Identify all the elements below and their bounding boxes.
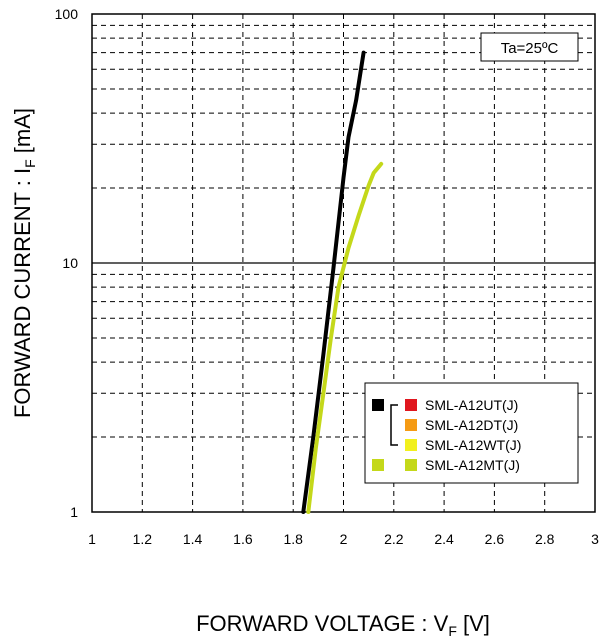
legend-swatch-lime [372,459,384,471]
y-axis-title: FORWARD CURRENT : IF [mA] [10,108,38,418]
x-tick-label: 2 [340,531,348,547]
legend-swatch [405,439,417,451]
x-tick-label: 3 [591,531,599,547]
x-tick-label: 2.4 [434,531,454,547]
y-axis-title-sub: F [22,159,38,168]
series-layer [301,50,384,514]
x-axis-title-main: FORWARD VOLTAGE : V [196,611,449,636]
y-tick-label: 10 [62,255,78,271]
y-tick-label: 100 [55,6,79,22]
y-tick-label: 1 [70,504,78,520]
legend-label: SML-A12DT(J) [425,417,518,433]
legend-swatch-black [372,399,384,411]
legend: SML-A12UT(J) SML-A12DT(J) SML-A12WT(J) SML-… [364,382,579,484]
legend-frame [364,382,579,484]
x-tick-label: 1.4 [183,531,203,547]
legend-label: SML-A12UT(J) [425,397,518,413]
y-axis-title-main: FORWARD CURRENT : I [10,168,35,418]
x-axis-title: FORWARD VOLTAGE : VF [V] [196,611,490,639]
series-curve-1 [301,50,366,514]
x-tick-label: 1 [88,531,96,547]
x-axis-title-sub: F [448,623,457,639]
series-curve-2 [306,161,384,514]
x-tick-label: 1.6 [233,531,253,547]
x-tick-label: 2.2 [384,531,404,547]
y-axis-title-unit: [mA] [10,108,35,159]
x-axis-title-unit: [V] [457,611,490,636]
plot-frame [91,13,596,513]
x-tick-label: 1.8 [283,531,303,547]
legend-label: SML-A12WT(J) [425,437,521,453]
legend-swatch [405,419,417,431]
annotation-box: Ta=25ºC [480,32,579,62]
annotation-frame [480,32,579,62]
x-tick-label: 2.8 [535,531,555,547]
x-tick-labels: 1 1.2 1.4 1.6 1.8 2 2.2 2.4 2.6 2.8 3 [88,531,599,547]
y-tick-labels: 1 10 100 [55,6,79,520]
legend-label: SML-A12MT(J) [425,457,520,473]
x-tick-label: 2.6 [485,531,505,547]
legend-swatch [405,459,417,471]
temperature-note: Ta=25ºC [501,40,559,57]
legend-bracket [390,404,398,446]
x-tick-label: 1.2 [133,531,153,547]
legend-swatch [405,399,417,411]
